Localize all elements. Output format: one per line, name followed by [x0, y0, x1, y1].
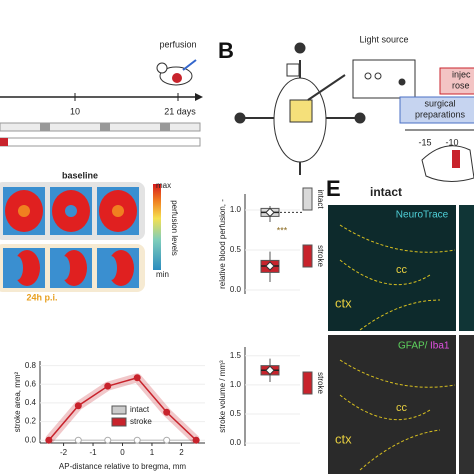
y-tick-label: 0.5	[230, 245, 242, 254]
point	[74, 436, 82, 444]
significance: ***	[277, 225, 288, 235]
micrograph	[328, 335, 456, 474]
legend-label: stroke	[316, 245, 325, 267]
x-tick-label: -1	[89, 448, 97, 457]
y-axis-label: relative blood perfusion, -	[218, 199, 227, 289]
label: rose	[452, 80, 470, 90]
line	[48, 376, 197, 441]
stain-label: NeuroTrace	[396, 210, 449, 221]
label: max	[156, 181, 171, 190]
y-axis-label: stroke volume / mm³	[218, 360, 227, 433]
y-tick-label: 0.4	[25, 398, 37, 407]
x-tick-label: 0	[120, 448, 125, 457]
y-tick-label: 0.8	[25, 361, 37, 370]
label: baseline	[62, 170, 98, 180]
region-outline	[339, 359, 456, 471]
block	[100, 123, 110, 131]
tick-label: -15	[418, 137, 431, 147]
tick-label: 21 days	[164, 106, 196, 116]
legend-swatch	[111, 405, 127, 415]
tick-label: 10	[70, 106, 80, 116]
region-label: cc	[396, 402, 408, 414]
mouse-diagram	[234, 42, 416, 175]
brain-icon	[421, 145, 474, 182]
y-tick-label: 1.0	[230, 380, 242, 389]
label: min	[156, 270, 169, 279]
point	[74, 402, 82, 410]
y-tick-label: 0.0	[230, 438, 242, 447]
micrograph	[459, 205, 474, 331]
legend-swatch	[302, 187, 313, 211]
point	[45, 436, 53, 444]
colorbar-label: perfusion levels	[170, 200, 179, 256]
point	[104, 436, 112, 444]
point	[192, 436, 200, 444]
legend-label: stroke	[316, 372, 325, 394]
point	[133, 374, 141, 382]
heat-maps	[3, 187, 139, 288]
region-label: cc	[396, 264, 408, 276]
panel-label: E	[326, 176, 341, 201]
y-tick-label: 0.5	[230, 409, 242, 418]
micrograph	[328, 205, 456, 331]
y-tick-label: 0.2	[25, 417, 37, 426]
block	[160, 123, 170, 131]
map-blob	[65, 205, 77, 217]
point	[163, 436, 171, 444]
y-tick-label: 0.0	[25, 435, 37, 444]
micrograph	[459, 335, 474, 474]
y-tick-label: 0.0	[230, 285, 242, 294]
y-tick-label: 0.6	[25, 379, 37, 388]
colorbar	[153, 184, 161, 270]
map-blob	[11, 256, 23, 280]
map-blob	[18, 205, 30, 217]
region-label: ctx	[335, 295, 352, 310]
x-tick-label: 2	[179, 448, 184, 457]
mean-marker	[265, 207, 275, 218]
schedule-bar	[0, 137, 201, 147]
point	[104, 382, 112, 390]
map-blob	[112, 205, 124, 217]
block	[0, 138, 8, 146]
mouse-icon	[156, 59, 197, 86]
legend-swatch	[302, 244, 313, 268]
tick-label: -10	[445, 137, 458, 147]
mean-marker	[265, 365, 275, 376]
panel-label: B	[218, 38, 234, 63]
title: intact	[370, 185, 402, 199]
map-blob	[105, 256, 117, 280]
label: preparations	[415, 109, 466, 119]
legend-swatch	[111, 417, 127, 427]
box	[439, 67, 474, 95]
label: perfusion	[159, 39, 196, 49]
arrow	[195, 93, 203, 101]
point	[163, 408, 171, 416]
legend-label: intact	[130, 405, 150, 414]
legend-swatch	[302, 371, 313, 395]
label: injec	[452, 69, 471, 79]
point	[133, 436, 141, 444]
legend-label: stroke	[130, 417, 152, 426]
legend-label: intact	[316, 189, 325, 209]
x-tick-label: 1	[150, 448, 155, 457]
mean-marker	[265, 261, 275, 271]
y-axis-label: stroke area, mm²	[13, 371, 22, 432]
region-outline	[339, 224, 456, 331]
x-axis-label: AP-distance relative to bregma, mm	[59, 462, 186, 471]
label: Light source	[359, 34, 408, 44]
stain-label: GFAP/	[398, 341, 428, 352]
label: 24h p.i.	[26, 292, 57, 302]
region-label: ctx	[335, 431, 352, 446]
map-blob	[58, 256, 70, 280]
label: surgical	[424, 98, 455, 108]
y-tick-label: 1.0	[230, 205, 242, 214]
box	[399, 96, 474, 124]
stain-label: Iba1	[430, 341, 450, 352]
x-tick-label: -2	[60, 448, 68, 457]
block	[40, 123, 50, 131]
y-tick-label: 1.5	[230, 351, 242, 360]
